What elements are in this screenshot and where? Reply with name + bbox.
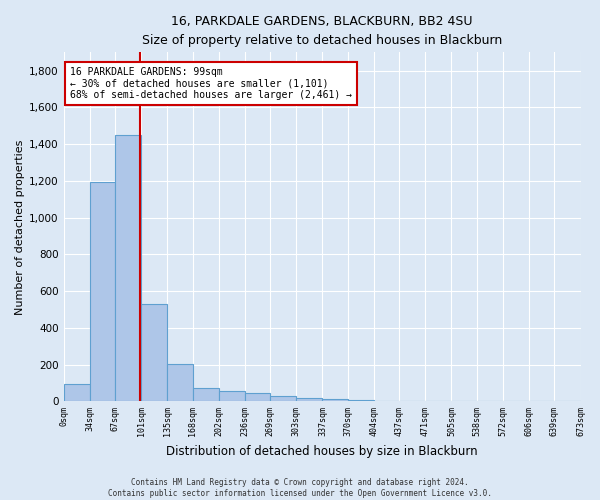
Bar [322,400,348,402]
Bar [348,400,374,402]
Y-axis label: Number of detached properties: Number of detached properties [15,139,25,314]
Bar [193,388,219,402]
Text: Contains HM Land Registry data © Crown copyright and database right 2024.
Contai: Contains HM Land Registry data © Crown c… [108,478,492,498]
Bar [141,304,167,402]
Bar [115,135,141,402]
Bar [245,393,270,402]
Title: 16, PARKDALE GARDENS, BLACKBURN, BB2 4SU
Size of property relative to detached h: 16, PARKDALE GARDENS, BLACKBURN, BB2 4SU… [142,15,502,47]
Bar [296,398,322,402]
Bar [90,182,115,402]
Bar [270,396,296,402]
Bar [64,384,90,402]
Bar [219,391,245,402]
X-axis label: Distribution of detached houses by size in Blackburn: Distribution of detached houses by size … [166,444,478,458]
Text: 16 PARKDALE GARDENS: 99sqm
← 30% of detached houses are smaller (1,101)
68% of s: 16 PARKDALE GARDENS: 99sqm ← 30% of deta… [70,67,352,100]
Bar [167,364,193,402]
